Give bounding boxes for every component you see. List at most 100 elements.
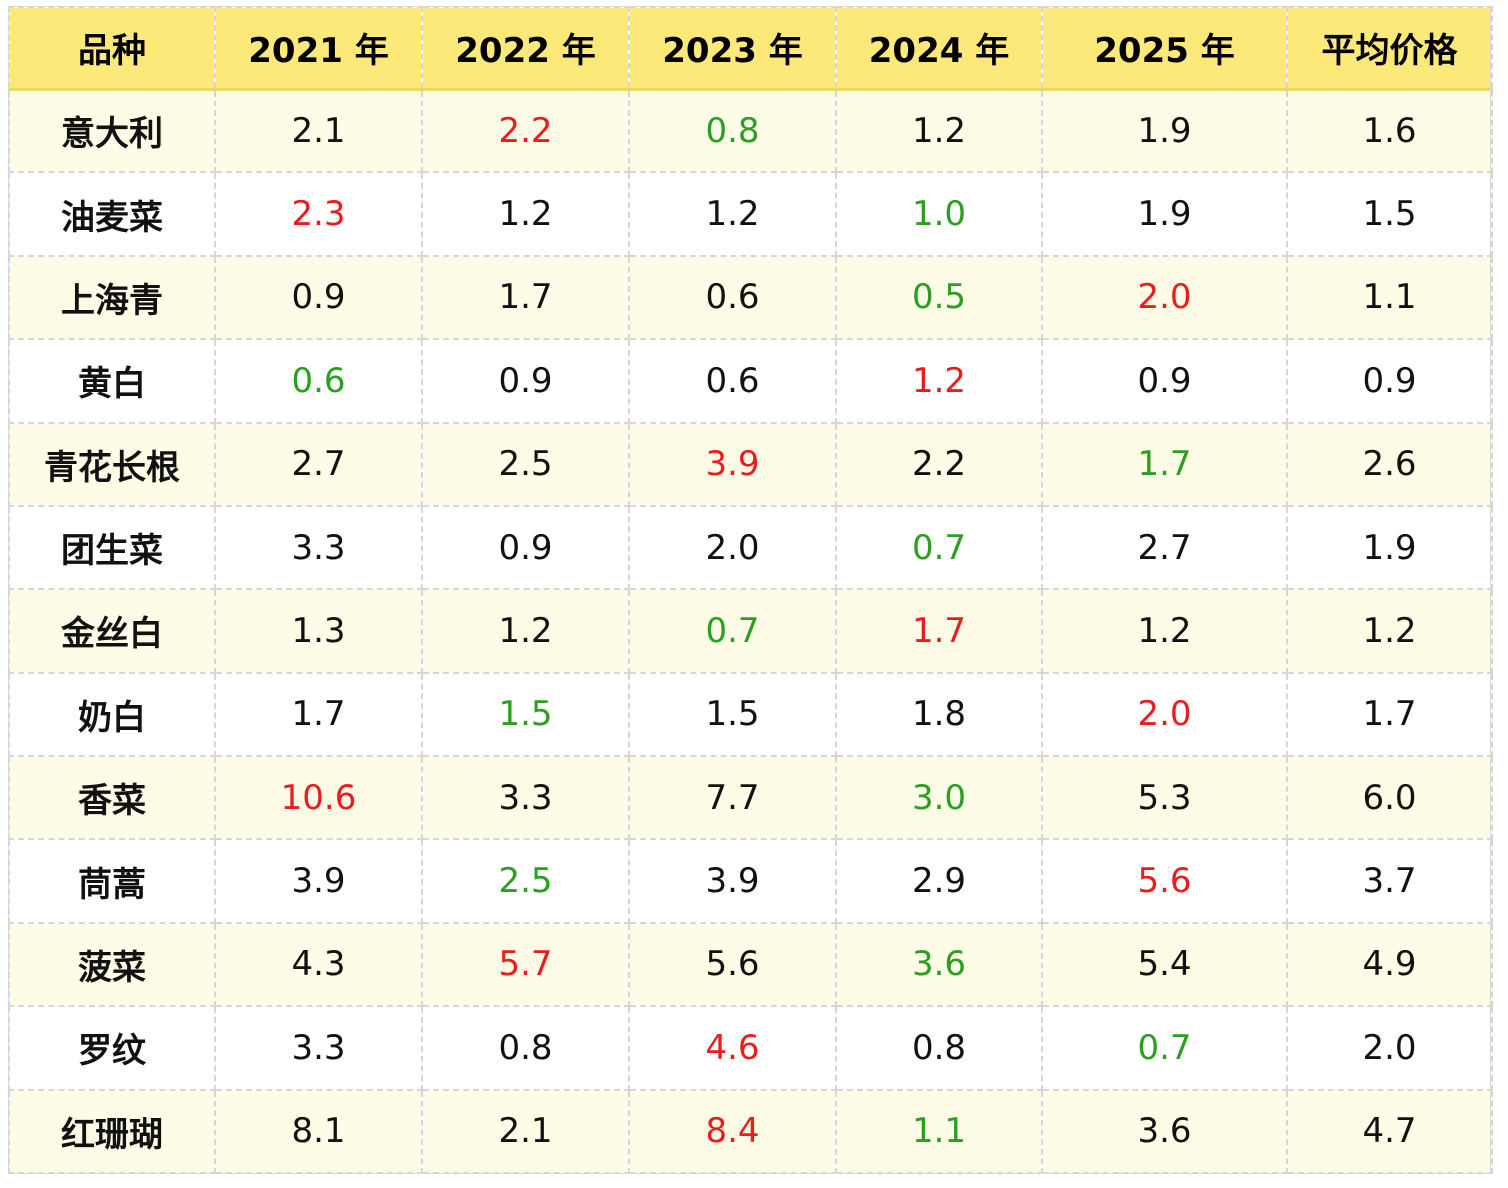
price-cell-2025: 5.4: [1041, 921, 1288, 1008]
price-cell-2022-low: 1.5: [421, 671, 630, 758]
price-cell-2022: 0.9: [421, 504, 630, 591]
variety-cell: 团生菜: [8, 504, 216, 591]
price-cell-2024-high: 1.7: [835, 588, 1043, 674]
variety-cell: 上海青: [8, 254, 216, 341]
average-price-cell: 1.2: [1286, 588, 1493, 674]
price-cell-2021: 8.1: [214, 1088, 423, 1174]
table-body: 意大利 2.1 2.2 0.8 1.2 1.9 1.6 油麦菜 2.3 1.2 1.2 1.0 1.9 1…: [8, 87, 1493, 1174]
table-row: 意大利 2.1 2.2 0.8 1.2 1.9 1.6: [8, 87, 1493, 174]
price-cell-2023: 1.5: [628, 671, 837, 758]
average-price-cell: 2.6: [1286, 421, 1493, 507]
price-cell-2023: 2.0: [628, 504, 837, 591]
price-cell-2023: 7.7: [628, 754, 837, 841]
price-cell-2021-high: 2.3: [214, 171, 423, 257]
variety-cell: 油麦菜: [8, 171, 216, 257]
average-price-cell: 1.6: [1286, 87, 1493, 174]
table-row: 青花长根 2.7 2.5 3.9 2.2 1.7 2.6: [8, 421, 1493, 507]
price-cell-2023-high: 4.6: [628, 1005, 837, 1091]
price-cell-2024: 0.8: [835, 1005, 1043, 1091]
price-cell-2021: 1.7: [214, 671, 423, 758]
table-row: 菠菜 4.3 5.7 5.6 3.6 5.4 4.9: [8, 921, 1493, 1008]
variety-cell: 红珊瑚: [8, 1088, 216, 1174]
price-cell-2022-high: 5.7: [421, 921, 630, 1008]
price-cell-2021-low: 0.6: [214, 338, 423, 424]
price-cell-2023: 0.6: [628, 338, 837, 424]
price-cell-2022: 1.7: [421, 254, 630, 341]
average-price-cell: 1.1: [1286, 254, 1493, 341]
price-table-container: 品种 2021 年 2022 年 2023 年 2024 年 2025 年 平均…: [8, 6, 1493, 1174]
table-row: 油麦菜 2.3 1.2 1.2 1.0 1.9 1.5: [8, 171, 1493, 257]
price-cell-2021: 4.3: [214, 921, 423, 1008]
price-cell-2024-low: 3.0: [835, 754, 1043, 841]
price-cell-2024-low: 3.6: [835, 921, 1043, 1008]
price-cell-2022: 2.5: [421, 421, 630, 507]
header-2022: 2022 年: [421, 6, 630, 91]
price-cell-2021: 3.9: [214, 838, 423, 924]
price-cell-2021: 2.7: [214, 421, 423, 507]
header-2025: 2025 年: [1041, 6, 1288, 91]
price-cell-2024: 1.2: [835, 87, 1043, 174]
price-cell-2025: 3.6: [1041, 1088, 1288, 1174]
variety-cell: 茼蒿: [8, 838, 216, 924]
price-cell-2023-high: 8.4: [628, 1088, 837, 1174]
table-row: 香菜 10.6 3.3 7.7 3.0 5.3 6.0: [8, 754, 1493, 841]
price-cell-2024-high: 1.2: [835, 338, 1043, 424]
price-cell-2022: 0.9: [421, 338, 630, 424]
variety-cell: 黄白: [8, 338, 216, 424]
price-cell-2021-high: 10.6: [214, 754, 423, 841]
header-2021: 2021 年: [214, 6, 423, 91]
variety-cell: 意大利: [8, 87, 216, 174]
price-cell-2022: 0.8: [421, 1005, 630, 1091]
price-cell-2025: 1.9: [1041, 87, 1288, 174]
average-price-cell: 6.0: [1286, 754, 1493, 841]
price-cell-2024-low: 1.1: [835, 1088, 1043, 1174]
average-price-cell: 1.7: [1286, 671, 1493, 758]
price-cell-2022: 1.2: [421, 588, 630, 674]
price-cell-2025: 1.9: [1041, 171, 1288, 257]
price-cell-2023-low: 0.8: [628, 87, 837, 174]
price-cell-2025-high: 2.0: [1041, 671, 1288, 758]
variety-cell: 罗纹: [8, 1005, 216, 1091]
price-cell-2023: 1.2: [628, 171, 837, 257]
price-cell-2025-low: 0.7: [1041, 1005, 1288, 1091]
average-price-cell: 1.5: [1286, 171, 1493, 257]
average-price-cell: 4.9: [1286, 921, 1493, 1008]
price-cell-2023: 3.9: [628, 838, 837, 924]
price-cell-2023-low: 0.7: [628, 588, 837, 674]
price-cell-2021: 3.3: [214, 1005, 423, 1091]
table-row: 上海青 0.9 1.7 0.6 0.5 2.0 1.1: [8, 254, 1493, 341]
price-cell-2024: 2.2: [835, 421, 1043, 507]
average-price-cell: 1.9: [1286, 504, 1493, 591]
price-cell-2025-high: 2.0: [1041, 254, 1288, 341]
price-cell-2025-high: 5.6: [1041, 838, 1288, 924]
price-cell-2025: 5.3: [1041, 754, 1288, 841]
price-cell-2024-low: 0.5: [835, 254, 1043, 341]
table-row: 茼蒿 3.9 2.5 3.9 2.9 5.6 3.7: [8, 838, 1493, 924]
variety-cell: 奶白: [8, 671, 216, 758]
price-cell-2022: 3.3: [421, 754, 630, 841]
average-price-cell: 0.9: [1286, 338, 1493, 424]
price-cell-2024: 2.9: [835, 838, 1043, 924]
price-cell-2023-high: 3.9: [628, 421, 837, 507]
average-price-cell: 3.7: [1286, 838, 1493, 924]
table-row: 黄白 0.6 0.9 0.6 1.2 0.9 0.9: [8, 338, 1493, 424]
price-cell-2021: 0.9: [214, 254, 423, 341]
table-row: 金丝白 1.3 1.2 0.7 1.7 1.2 1.2: [8, 588, 1493, 674]
price-cell-2021: 2.1: [214, 87, 423, 174]
price-cell-2024: 1.8: [835, 671, 1043, 758]
price-cell-2025: 0.9: [1041, 338, 1288, 424]
price-cell-2021: 3.3: [214, 504, 423, 591]
table-row: 奶白 1.7 1.5 1.5 1.8 2.0 1.7: [8, 671, 1493, 758]
header-average-price: 平均价格: [1286, 6, 1493, 91]
header-2023: 2023 年: [628, 6, 837, 91]
header-row: 品种 2021 年 2022 年 2023 年 2024 年 2025 年 平均…: [8, 6, 1493, 91]
header-2024: 2024 年: [835, 6, 1043, 91]
price-cell-2022-low: 2.5: [421, 838, 630, 924]
variety-cell: 菠菜: [8, 921, 216, 1008]
variety-cell: 青花长根: [8, 421, 216, 507]
price-cell-2021: 1.3: [214, 588, 423, 674]
price-cell-2022: 1.2: [421, 171, 630, 257]
table-row: 红珊瑚 8.1 2.1 8.4 1.1 3.6 4.7: [8, 1088, 1493, 1174]
average-price-cell: 2.0: [1286, 1005, 1493, 1091]
price-cell-2024-low: 1.0: [835, 171, 1043, 257]
